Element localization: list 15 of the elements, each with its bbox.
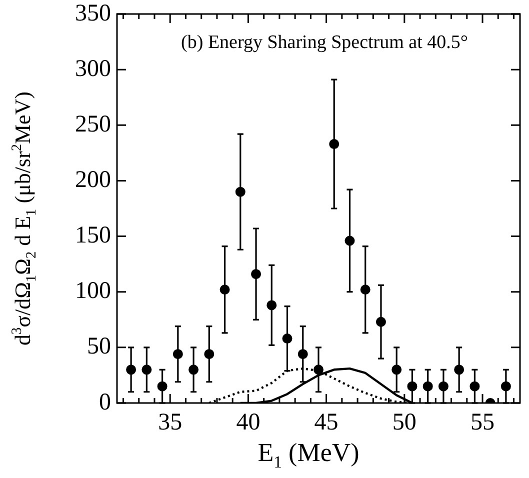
x-tick-label: 45: [314, 410, 338, 436]
y-tick-label: 50: [87, 334, 111, 360]
text: d3σ/dΩ1Ω2 d E1 (μb/sr2MeV): [9, 91, 40, 346]
x-tick-label: 35: [158, 410, 182, 436]
y-tick-label: 300: [75, 56, 111, 82]
y-tick-label: 200: [75, 167, 111, 194]
x-tick-label: 55: [470, 410, 495, 436]
text: (b) Energy Sharing Spectrum at 40.5°: [181, 32, 468, 53]
y-tick-label: 100: [75, 278, 111, 304]
x-tick-label: 50: [392, 410, 416, 436]
y-tick-label: 250: [75, 111, 111, 138]
y-tick-label: 150: [75, 222, 111, 249]
y-tick-label: 0: [99, 389, 111, 416]
x-tick-label: 40: [236, 410, 260, 436]
y-tick-label: 350: [75, 0, 111, 26]
